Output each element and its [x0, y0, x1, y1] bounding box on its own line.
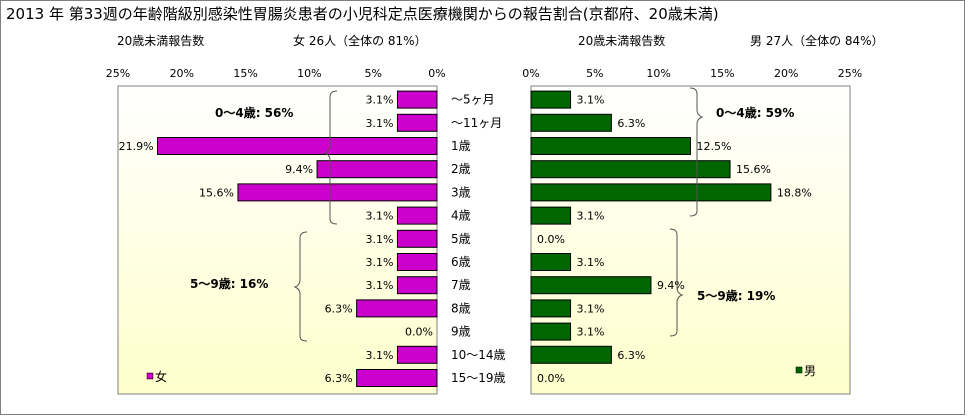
male-tick-label: 0% — [522, 67, 539, 80]
male-header-total: 男 27人（全体の 84%） — [750, 33, 884, 48]
male-bar — [530, 253, 572, 271]
male-data-label: 9.4% — [657, 279, 685, 292]
male-bar — [530, 299, 572, 318]
female-bar — [396, 90, 438, 109]
category-label: 4歳 — [451, 209, 471, 223]
female-tick-label: 5% — [364, 67, 381, 80]
male-tick-label: 10% — [646, 67, 670, 80]
female-bracket-5-9 — [293, 231, 308, 342]
female-tick-label: 15% — [233, 67, 257, 80]
female-bar — [396, 345, 438, 364]
male-data-label: 3.1% — [577, 256, 605, 269]
male-data-label: 3.1% — [577, 326, 605, 339]
male-tick-label: 5% — [586, 67, 603, 80]
female-data-label: 0.0% — [405, 326, 433, 339]
female-tick-label: 10% — [297, 67, 321, 80]
female-bracket-5-9-label: 5～9歳: 16% — [190, 276, 268, 291]
category-label: 3歳 — [451, 185, 471, 199]
female-data-label: 6.3% — [325, 372, 353, 385]
female-data-label: 3.1% — [365, 117, 393, 130]
female-bar — [396, 229, 438, 248]
female-data-label: 3.1% — [365, 233, 393, 246]
female-data-label: 3.1% — [365, 349, 393, 362]
male-data-label: 18.8% — [777, 186, 812, 199]
female-tick-label: 20% — [170, 67, 194, 80]
male-bar — [530, 276, 652, 295]
male-data-label: 0.0% — [537, 372, 565, 385]
male-bracket-5-9-label: 5～9歳: 19% — [697, 288, 775, 303]
category-label: ～5ヶ月 — [451, 93, 495, 107]
female-legend-swatch — [146, 372, 154, 380]
male-data-label: 15.6% — [736, 163, 771, 176]
female-data-label: 9.4% — [285, 163, 313, 176]
category-label: 7歳 — [451, 278, 471, 292]
male-tick-label: 20% — [774, 67, 798, 80]
female-header-total: 女 26人（全体の 81%） — [293, 33, 427, 48]
category-label: 1歳 — [451, 139, 471, 153]
female-bracket-0-4 — [323, 90, 338, 225]
male-bar — [530, 113, 612, 132]
category-label: 9歳 — [451, 325, 471, 339]
female-header-count-label: 20歳未満報告数 — [117, 33, 204, 48]
male-bar — [530, 183, 772, 202]
female-bar — [237, 183, 438, 202]
female-legend-label: 女 — [155, 369, 167, 384]
category-label: 15～19歳 — [451, 371, 506, 385]
male-bracket-5-9 — [669, 228, 684, 337]
female-data-label: 15.6% — [199, 186, 234, 199]
male-legend-label: 男 — [804, 364, 816, 378]
male-axis-ticks: 0% 5% 10% 15% 20% 25% — [522, 67, 862, 80]
male-data-label: 3.1% — [577, 210, 605, 223]
male-bar — [530, 206, 572, 225]
female-tick-label: 25% — [106, 67, 130, 80]
male-bars — [530, 90, 772, 364]
male-tick-label: 15% — [710, 67, 734, 80]
female-data-label: 3.1% — [365, 279, 393, 292]
category-label: 2歳 — [451, 162, 471, 176]
male-bracket-0-4-label: 0～4歳: 59% — [716, 105, 794, 120]
male-data-label: 6.3% — [617, 349, 645, 362]
male-data-label: 3.1% — [577, 94, 605, 107]
chart-title: 2013 年 第33週の年齢階級別感染性胃腸炎患者の小児科定点医療機関からの報告… — [6, 5, 719, 23]
female-bar — [396, 253, 438, 271]
female-data-label: 21.9% — [119, 140, 154, 153]
female-data-label: 6.3% — [325, 302, 353, 315]
female-data-label: 3.1% — [365, 94, 393, 107]
female-tick-label: 0% — [428, 67, 445, 80]
male-data-label: 12.5% — [697, 140, 732, 153]
male-data-label: 6.3% — [617, 117, 645, 130]
female-bar — [356, 299, 438, 318]
male-legend-swatch — [795, 366, 803, 374]
male-data-labels: 3.1% 6.3% 12.5% 15.6% 18.8% 3.1% 0.0% 3.1% 9.4% 3… — [537, 94, 812, 385]
category-label: 5歳 — [451, 232, 471, 246]
male-bar — [530, 90, 572, 109]
category-label: ～11ヶ月 — [451, 116, 502, 130]
female-data-label: 3.1% — [365, 256, 393, 269]
female-bar — [396, 276, 438, 295]
female-axis-ticks: 0% 5% 10% 15% 20% 25% — [106, 67, 446, 80]
female-bar — [157, 137, 438, 155]
male-bracket-0-4 — [689, 87, 704, 217]
female-bar — [396, 206, 438, 225]
category-label: 10～14歳 — [451, 348, 506, 362]
male-bar — [530, 322, 572, 341]
male-tick-label: 25% — [838, 67, 862, 80]
male-header-count-label: 20歳未満報告数 — [578, 33, 665, 48]
female-data-label: 3.1% — [365, 210, 393, 223]
male-bar — [530, 345, 612, 364]
category-labels: ～5ヶ月 ～11ヶ月 1歳 2歳 3歳 4歳 5歳 6歳 7歳 8歳 9歳 10～14歳 15～19歳 — [451, 93, 506, 385]
male-bar — [530, 137, 691, 155]
category-label: 6歳 — [451, 255, 471, 269]
female-bar — [396, 113, 438, 132]
category-label: 8歳 — [451, 301, 471, 315]
male-data-label: 0.0% — [537, 233, 565, 246]
female-bar — [356, 369, 438, 387]
male-data-label: 3.1% — [577, 302, 605, 315]
male-bar — [530, 160, 731, 179]
female-data-labels: 3.1% 3.1% 21.9% 9.4% 15.6% 3.1% 3.1% 3.1% 3.1% 6.… — [119, 94, 433, 385]
female-bars — [157, 90, 438, 387]
female-bar — [316, 160, 438, 179]
female-bracket-0-4-label: 0～4歳: 56% — [215, 105, 293, 120]
